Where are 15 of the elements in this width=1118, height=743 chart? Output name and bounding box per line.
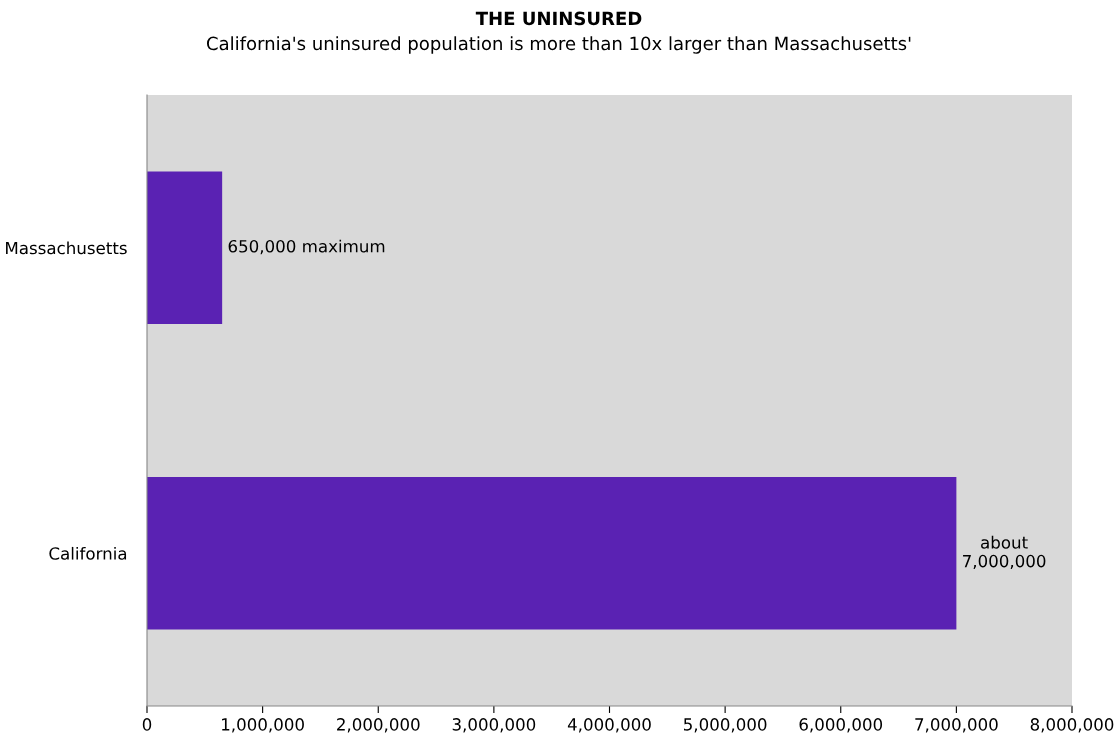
- chart-subtitle: California's uninsured population is more than 10x larger than Massachusetts': [206, 36, 911, 54]
- x-tick-label: 0: [142, 718, 152, 731]
- x-tick-label: 8,000,000: [1030, 718, 1114, 733]
- x-tick-label: 1,000,000: [222, 718, 304, 733]
- y-tick-label: California: [49, 546, 127, 560]
- y-tick-label: Massachusetts: [6, 241, 127, 255]
- x-tick-label: 5,000,000: [684, 718, 767, 733]
- x-tick-label: 3,000,000: [452, 718, 536, 733]
- x-tick-label: 2,000,000: [337, 718, 420, 733]
- x-tick-label: 6,000,000: [799, 718, 883, 733]
- chart-title: THE UNINSURED: [475, 11, 642, 26]
- x-tick-label: 4,000,000: [567, 718, 651, 733]
- data-label: 650,000 maximum: [228, 239, 385, 255]
- data-label: about 7,000,000: [963, 535, 1046, 570]
- x-tick-label: 7,000,000: [915, 718, 998, 733]
